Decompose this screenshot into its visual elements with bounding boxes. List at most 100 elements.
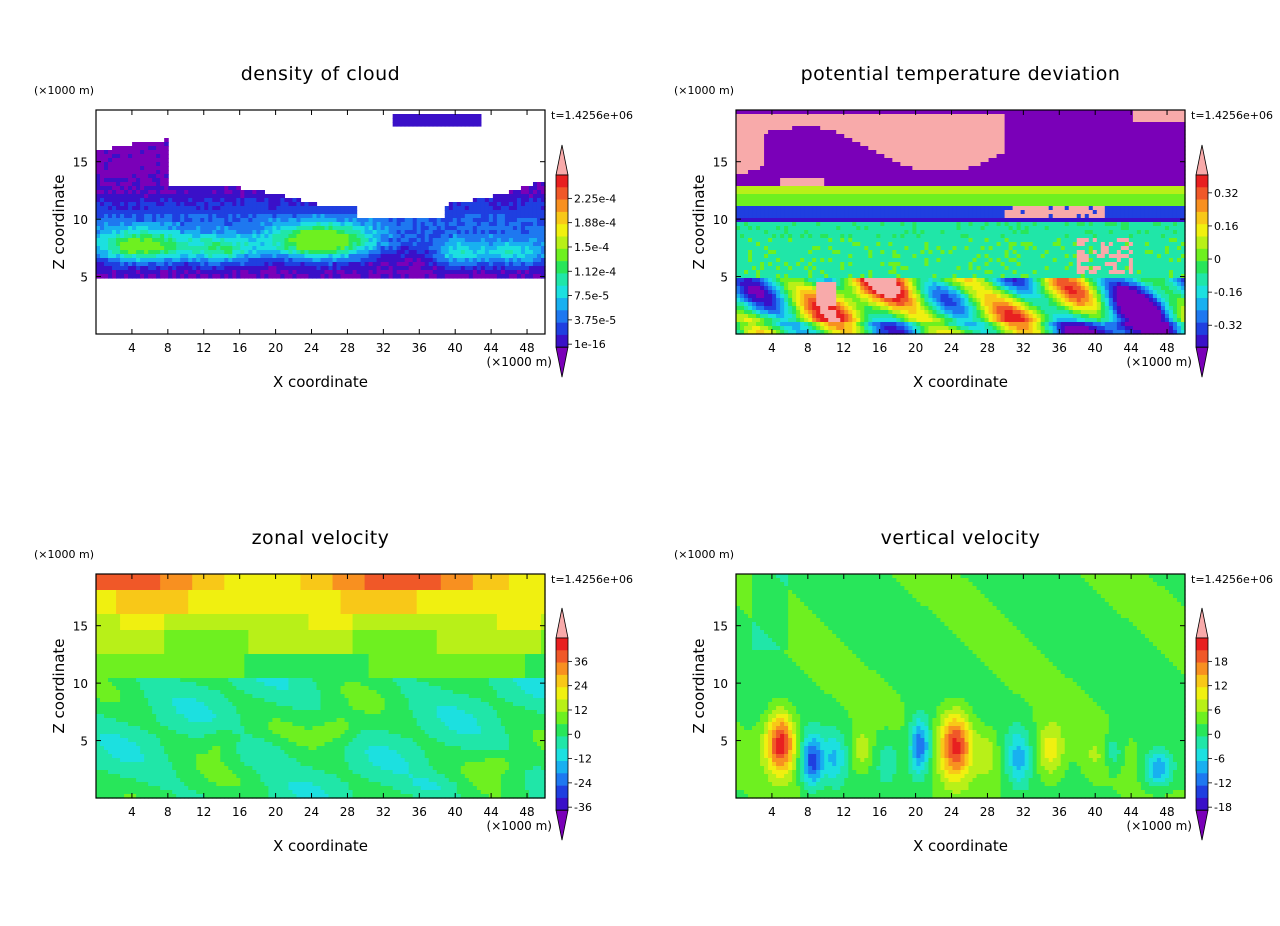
plot-frame	[735, 109, 1186, 335]
plot-frame	[95, 109, 546, 335]
y-axis-label: Z coordinate	[50, 174, 68, 269]
x-tick-label: 28	[340, 341, 355, 355]
colorbar-swatch	[556, 298, 568, 311]
colorbar-swatch	[556, 322, 568, 336]
x-tick-label: 12	[836, 341, 851, 355]
y-unit-label: (×1000 m)	[34, 84, 94, 97]
colorbar-label: 2.25e-4	[574, 192, 616, 205]
chart-title: vertical velocity	[881, 527, 1041, 549]
y-axis-label: Z coordinate	[690, 174, 708, 269]
colorbar-swatch	[556, 638, 568, 651]
colorbar: 18 12 6 0 -6 -12 -18	[1195, 607, 1232, 841]
x-tick-label: 12	[196, 805, 211, 819]
x-tick-label: 28	[980, 805, 995, 819]
x-tick-label: 12	[836, 805, 851, 819]
colorbar-label: 1.5e-4	[574, 241, 609, 254]
colorbar: 0.32 0.16 0 -0.16 -0.32	[1195, 144, 1242, 378]
x-tick-label: 36	[1052, 805, 1067, 819]
colorbar-swatch	[556, 797, 568, 811]
colorbar-swatch	[556, 236, 568, 250]
colorbar-label: 0	[1214, 728, 1221, 741]
y-tick-label: 10	[713, 677, 728, 691]
x-tick-label: 28	[980, 341, 995, 355]
colorbar-label: -36	[574, 801, 592, 814]
x-tick-label: 8	[804, 805, 812, 819]
colorbar-label: -18	[1214, 801, 1232, 814]
colorbar-swatch	[1196, 724, 1208, 737]
colorbar-label: -24	[574, 777, 592, 790]
colorbar-swatch	[556, 748, 568, 762]
colorbar-swatch	[1196, 797, 1208, 811]
colorbar-label: 6	[1214, 704, 1221, 717]
colorbar-frame	[1195, 637, 1209, 811]
x-tick-label: 40	[1088, 805, 1103, 819]
colorbar-swatch	[556, 310, 568, 323]
colorbar-swatch	[1196, 322, 1208, 336]
colorbar-swatch	[556, 650, 568, 663]
colorbar-overflow-bottom	[555, 809, 569, 841]
colorbar-label: 12	[1214, 680, 1228, 693]
x-tick-label: 8	[164, 805, 172, 819]
x-tick-label: 36	[1052, 341, 1067, 355]
y-tick-label: 10	[73, 213, 88, 227]
x-tick-label: 48	[1159, 805, 1174, 819]
colorbar-swatch	[1196, 248, 1208, 262]
colorbar-label: 12	[574, 704, 588, 717]
colorbar-swatch	[556, 724, 568, 737]
colorbar-swatch	[1196, 224, 1208, 237]
x-unit-label: (×1000 m)	[1127, 819, 1192, 833]
colorbar-swatch	[556, 248, 568, 262]
colorbar-swatch	[556, 199, 568, 213]
colorbar-swatch	[1196, 699, 1208, 713]
x-tick-label: 20	[908, 805, 923, 819]
colorbar-swatch	[1196, 236, 1208, 250]
colorbar-overflow-top	[1195, 144, 1209, 176]
colorbar-overflow-bottom	[1195, 809, 1209, 841]
chart-panel-u: zonal velocity (×1000 m) t=1.4256e+06 (×100…	[34, 527, 633, 855]
y-axis-label: Z coordinate	[690, 638, 708, 733]
y-tick-label: 5	[720, 735, 728, 749]
colorbar-overflow-top	[1195, 607, 1209, 639]
field-u	[96, 574, 546, 799]
time-label: t=1.4256e+06	[551, 109, 633, 122]
x-tick-label: 28	[340, 805, 355, 819]
colorbar-swatch	[556, 211, 568, 225]
x-unit-label: (×1000 m)	[1127, 355, 1192, 369]
colorbar-swatch	[556, 699, 568, 713]
colorbar-swatch	[1196, 736, 1208, 749]
colorbar-swatch	[556, 261, 568, 274]
x-axis-label: X coordinate	[273, 373, 368, 391]
colorbar-label: -12	[1214, 777, 1232, 790]
colorbar-label: 24	[574, 680, 588, 693]
colorbar-label: 0.16	[1214, 220, 1239, 233]
colorbar: 2.25e-4 1.88e-4 1.5e-4 1.12e-4 7.5e-5 3.75e-5…	[555, 144, 616, 378]
colorbar-overflow-bottom	[555, 346, 569, 378]
colorbar-swatch	[1196, 748, 1208, 762]
x-axis-label: X coordinate	[913, 837, 1008, 855]
x-tick-label: 8	[164, 341, 172, 355]
x-tick-label: 32	[1016, 805, 1031, 819]
x-tick-label: 8	[804, 341, 812, 355]
y-unit-label: (×1000 m)	[674, 84, 734, 97]
time-label: t=1.4256e+06	[551, 573, 633, 586]
colorbar-label: -6	[1214, 753, 1225, 766]
colorbar: 36 24 12 0 -12 -24 -36	[555, 607, 592, 841]
x-tick-label: 4	[128, 805, 136, 819]
colorbar-swatch	[556, 175, 568, 188]
chart-panel-cloud: density of cloud (×1000 m) t=1.4256e+06 (×1…	[34, 63, 633, 391]
time-label: t=1.4256e+06	[1191, 573, 1273, 586]
colorbar-frame	[555, 637, 569, 811]
x-tick-label: 40	[448, 341, 463, 355]
y-tick-label: 15	[713, 620, 728, 634]
x-axis-label: X coordinate	[913, 373, 1008, 391]
x-unit-label: (×1000 m)	[487, 819, 552, 833]
x-tick-label: 4	[128, 341, 136, 355]
y-tick-label: 5	[80, 271, 88, 285]
x-tick-label: 16	[872, 805, 887, 819]
colorbar-label: 0	[1214, 253, 1221, 266]
colorbar-swatch	[556, 773, 568, 786]
x-tick-label: 44	[483, 341, 498, 355]
colorbar-swatch	[1196, 261, 1208, 274]
colorbar-swatch	[1196, 687, 1208, 700]
